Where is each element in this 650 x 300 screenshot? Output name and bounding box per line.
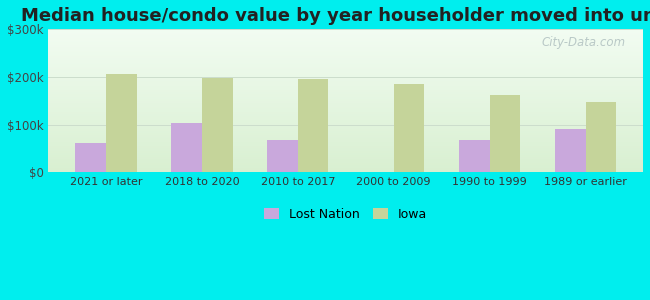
Text: City-Data.com: City-Data.com [541,36,625,50]
Bar [202,78,233,172]
Bar [459,140,489,172]
Bar [489,94,520,172]
Bar [267,140,298,172]
Title: Median house/condo value by year householder moved into unit: Median house/condo value by year househo… [21,7,650,25]
Legend: Lost Nation, Iowa: Lost Nation, Iowa [259,203,432,226]
Bar [586,102,616,172]
Bar [106,74,136,172]
Bar [555,129,586,172]
Bar [75,143,106,172]
Bar [171,123,202,172]
Bar [298,79,328,172]
Bar [394,84,424,172]
